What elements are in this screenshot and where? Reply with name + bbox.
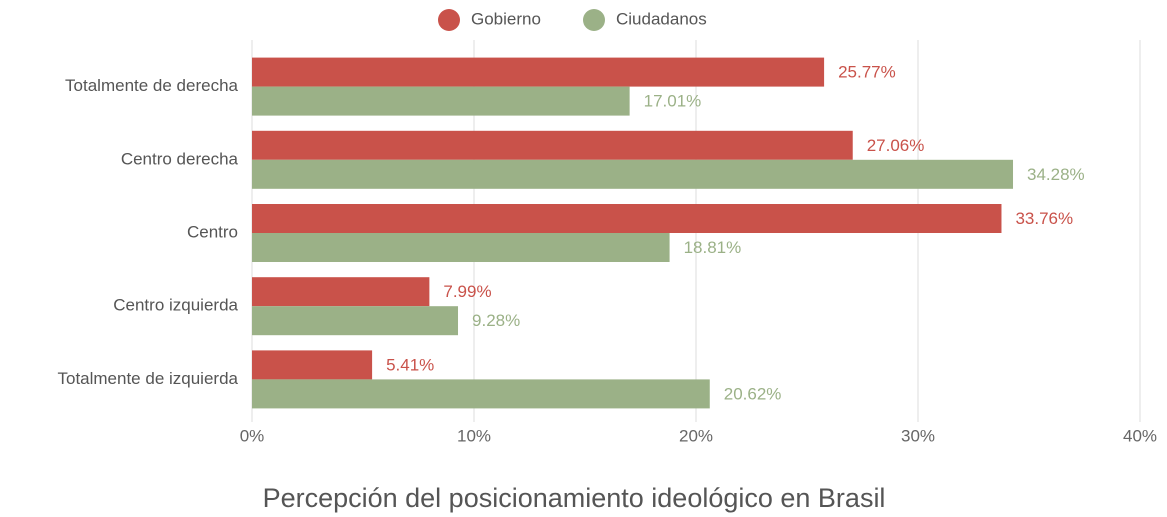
value-label: 33.76% [1015,209,1073,228]
bar [252,350,373,380]
x-tick-label: 10% [457,426,491,445]
category-label: Centro izquierda [113,296,238,315]
value-label: 20.62% [724,384,782,403]
bar [252,306,459,336]
category-label: Centro [187,222,238,241]
x-tick-label: 20% [679,426,713,445]
value-label: 25.77% [838,63,896,82]
value-label: 9.28% [472,311,520,330]
x-tick-label: 0% [240,426,265,445]
category-label: Totalmente de izquierda [57,369,238,388]
bar [252,86,630,116]
bar [252,379,710,409]
x-tick-label: 30% [901,426,935,445]
category-label: Centro derecha [121,149,239,168]
chart-title: Percepción del posicionamiento ideológic… [263,483,886,513]
value-label: 17.01% [644,92,702,111]
value-label: 34.28% [1027,165,1085,184]
bar [252,277,430,307]
value-label: 27.06% [867,136,925,155]
legend-marker [583,9,605,31]
bar [252,204,1002,233]
bar [252,130,853,160]
bar [252,57,825,87]
legend-label: Gobierno [471,9,541,28]
value-label: 5.41% [386,355,434,374]
bar [252,233,670,262]
bar [252,159,1014,189]
legend-marker [438,9,460,31]
value-label: 7.99% [443,282,491,301]
category-label: Totalmente de derecha [65,76,238,95]
value-label: 18.81% [684,238,742,257]
x-tick-label: 40% [1123,426,1157,445]
legend-label: Ciudadanos [616,9,707,28]
